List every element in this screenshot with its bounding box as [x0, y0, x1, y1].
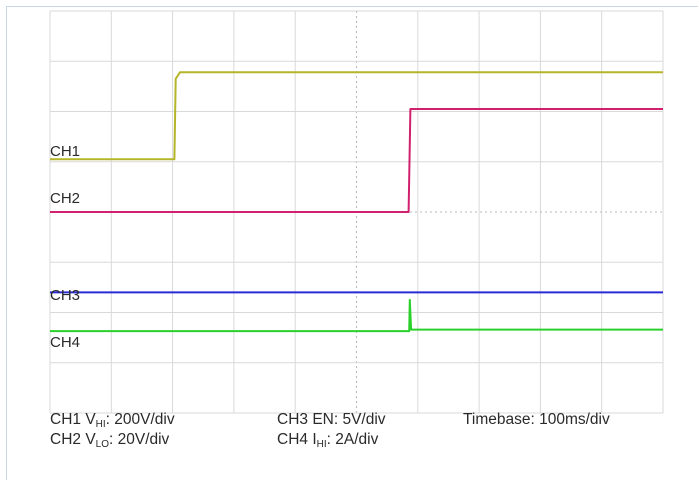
ch2-trace — [50, 108, 663, 213]
figure-frame — [6, 6, 698, 480]
ch4-label: CH4 — [50, 334, 80, 351]
channel-labels: CH1 CH2 CH3 CH4 — [50, 143, 80, 351]
ch1-label: CH1 — [50, 143, 80, 160]
ch1-trace — [50, 71, 663, 161]
ch2-label: CH2 — [50, 190, 80, 207]
ch3-label: CH3 — [50, 287, 80, 304]
ch3-setting: CH3 EN: 5V/div — [277, 411, 386, 428]
traces — [50, 71, 663, 333]
timebase-setting: Timebase: 100ms/div — [463, 411, 610, 428]
ch4-trace — [50, 298, 663, 333]
ch4-setting: CH4 IHI: 2A/div — [277, 431, 379, 450]
scope-settings: CH1 VHI: 200V/div CH2 VLO: 20V/div CH3 E… — [50, 410, 690, 470]
ch1-setting: CH1 VHI: 200V/div — [50, 411, 175, 430]
ch2-setting: CH2 VLO: 20V/div — [50, 431, 170, 450]
